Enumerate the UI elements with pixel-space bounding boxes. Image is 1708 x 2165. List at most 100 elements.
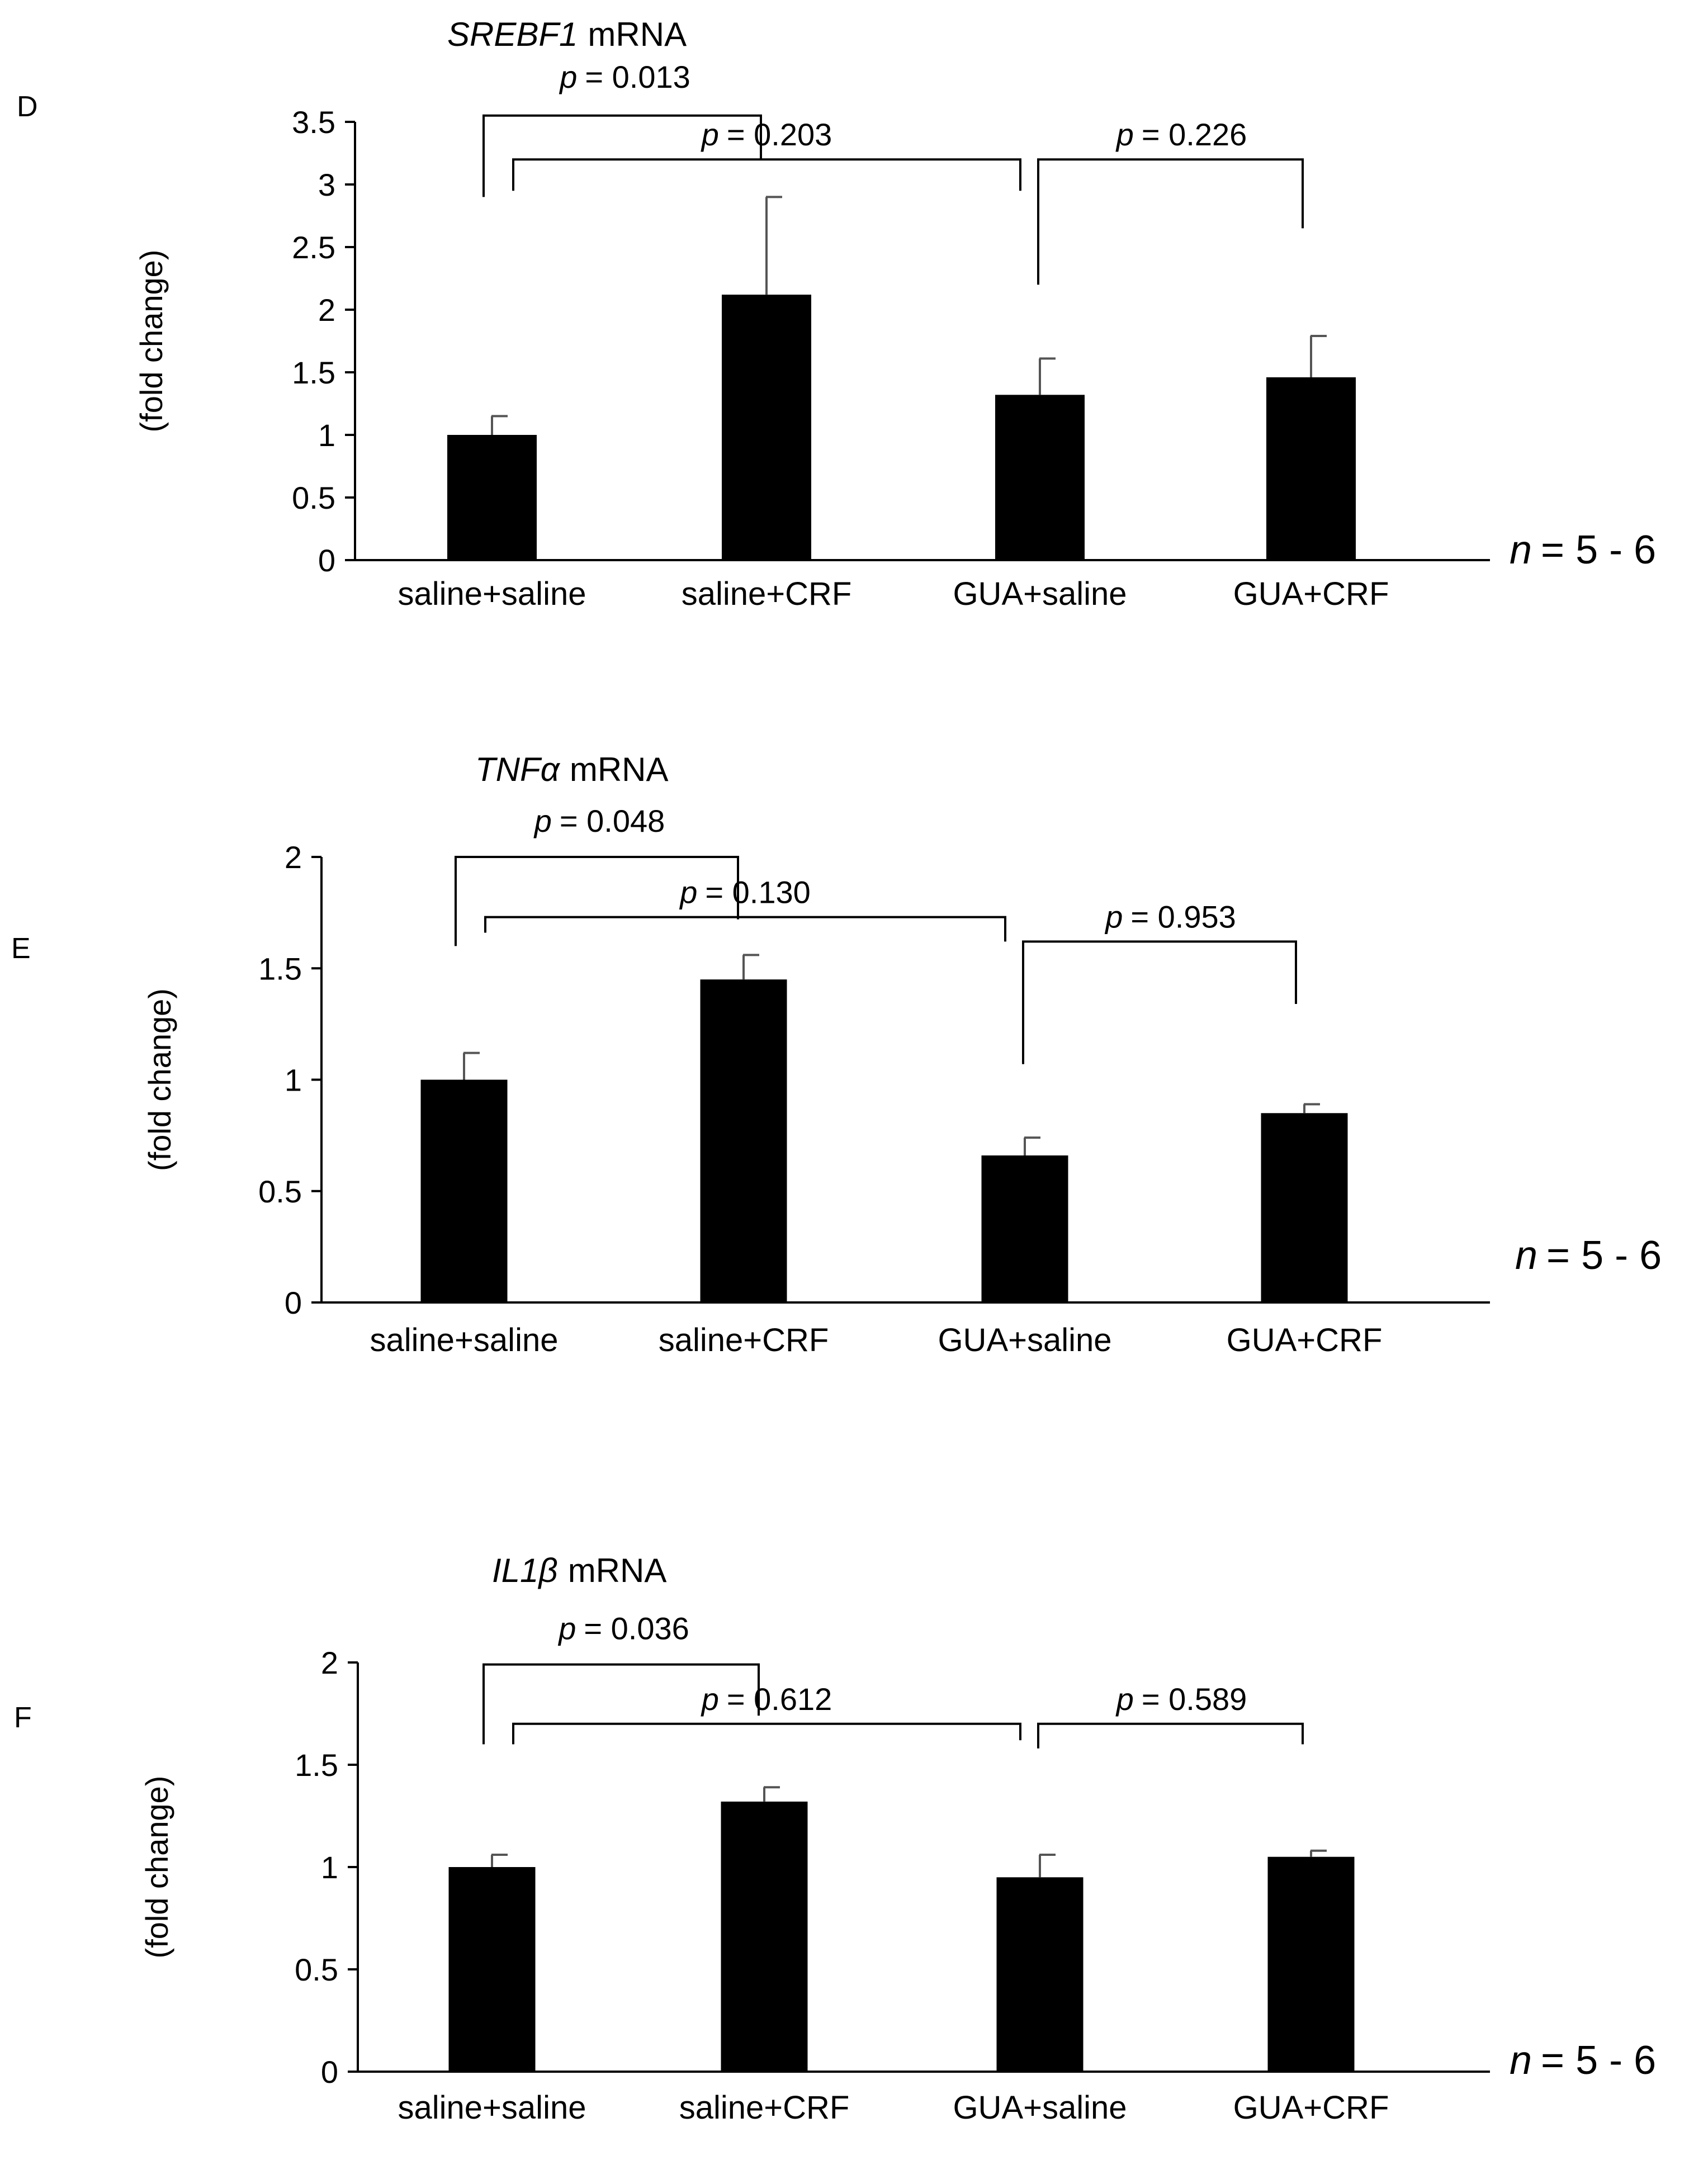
significance-bracket [1037,158,1304,285]
y-axis-label: (fold change) [134,250,169,433]
chart-panel-f: F IL1β mRNA (fold change) 0 0.5 1 1.5 2 saline+sa… [14,1552,1656,2126]
bar [1266,377,1356,560]
significance-bracket [1022,940,1297,1064]
p-symbol: p [701,117,719,152]
bar [1267,1856,1355,2072]
significance-bracket [482,1663,760,1745]
significance-bracket [484,916,1006,942]
n-symbol: n [1510,528,1532,572]
chart-title: IL1β mRNA [492,1552,666,1589]
y-tick-label: 1.5 [292,355,335,390]
significance-bracket [482,114,762,197]
sample-size-value: = 5 - 6 [1541,528,1656,572]
p-value-label: p = 0.036 [557,1611,689,1646]
y-tick-label: 0.5 [258,1174,302,1209]
p-symbol: p [1115,117,1134,152]
p-value-label: p = 0.589 [1115,1681,1247,1717]
title-suffix: mRNA [570,751,669,788]
x-tick-label: saline+saline [398,2090,586,2126]
sample-size-value: = 5 - 6 [1541,2038,1656,2083]
sample-size-label: n = 5 - 6 [1515,1233,1662,1278]
x-tick-label: GUA+saline [953,576,1127,612]
sample-size-value: = 5 - 6 [1546,1233,1662,1278]
chart-panel-e: E TNFα mRNA (fold change) 0 0.5 1 1.5 2 saline+sa… [11,751,1662,1358]
y-tick-label: 1 [285,1063,302,1098]
p-value: = 0.589 [1142,1681,1247,1717]
bar [447,435,537,560]
p-value: = 0.612 [727,1681,832,1717]
p-value: = 0.036 [584,1611,689,1646]
y-axis-label: (fold change) [139,1776,174,1959]
x-tick-label: GUA+saline [938,1322,1111,1358]
chart-panel-d: D SREBF1 mRNA (fold change) 0 0.5 1 1.5 2 2.5 3 3.5… [17,16,1656,612]
bar [996,1877,1084,2072]
y-tick-label: 1 [318,418,335,453]
bar [981,1155,1068,1302]
x-tick-label: GUA+saline [953,2090,1127,2126]
bar [722,295,811,560]
y-tick-label: 0 [321,2054,338,2090]
x-tick-label: GUA+CRF [1233,576,1389,612]
title-suffix: mRNA [568,1552,667,1589]
bar [420,1079,508,1302]
y-tick-label: 0 [318,543,335,578]
panel-label: D [17,91,38,123]
bar [995,395,1085,560]
p-value-label: p = 0.612 [701,1681,832,1717]
x-tick-label: saline+CRF [682,576,852,612]
bar [700,979,787,1302]
p-symbol: p [1115,1681,1134,1717]
x-tick-label: GUA+CRF [1227,1322,1383,1358]
chart-title: SREBF1 mRNA [447,16,687,53]
p-symbol: p [533,803,552,838]
n-symbol: n [1515,1233,1537,1278]
p-value-label: p = 0.226 [1115,117,1247,152]
p-value-label: p = 0.953 [1104,899,1236,934]
p-value: = 0.226 [1142,117,1247,152]
y-tick-label: 2 [285,840,302,875]
bar [721,1801,808,2072]
y-tick-label: 2.5 [292,230,335,265]
y-tick-label: 3.5 [292,105,335,140]
p-symbol: p [1104,899,1123,934]
p-symbol: p [557,1611,576,1646]
x-tick-label: GUA+CRF [1233,2090,1389,2126]
panel-label: F [14,1702,32,1734]
bar [448,1867,536,2072]
significance-bracket [512,1722,1021,1745]
p-value: = 0.203 [727,117,832,152]
p-symbol: p [679,875,697,910]
y-tick-label: 0 [285,1285,302,1320]
y-tick-label: 1 [321,1850,338,1885]
significance-bracket [1037,1722,1304,1749]
x-tick-label: saline+CRF [679,2090,850,2126]
p-value-label: p = 0.130 [679,875,811,910]
sample-size-label: n = 5 - 6 [1510,528,1656,572]
panel-label: E [11,932,31,965]
y-tick-label: 0.5 [295,1952,338,1987]
title-suffix: mRNA [588,16,687,53]
y-axis-label: (fold change) [142,988,177,1171]
n-symbol: n [1510,2038,1532,2083]
p-value: = 0.013 [585,59,690,94]
y-tick-label: 2 [318,292,335,328]
p-value-label: p = 0.013 [559,59,690,94]
y-tick-label: 0.5 [292,480,335,515]
significance-bracket [455,856,739,946]
p-symbol: p [701,1681,719,1717]
significance-bracket [512,158,1021,191]
y-tick-label: 3 [318,167,335,202]
x-tick-label: saline+saline [398,576,586,612]
p-value: = 0.048 [560,803,665,838]
p-value: = 0.953 [1130,899,1236,934]
p-value-label: p = 0.048 [533,803,665,838]
title-gene: IL1β [492,1552,558,1589]
x-tick-label: saline+saline [370,1322,559,1358]
y-tick-label: 1.5 [258,951,302,986]
sample-size-label: n = 5 - 6 [1510,2038,1656,2083]
p-value-label: p = 0.203 [701,117,832,152]
title-gene: TNFα [475,751,561,788]
x-tick-label: saline+CRF [659,1322,829,1358]
y-tick-label: 1.5 [295,1747,338,1783]
